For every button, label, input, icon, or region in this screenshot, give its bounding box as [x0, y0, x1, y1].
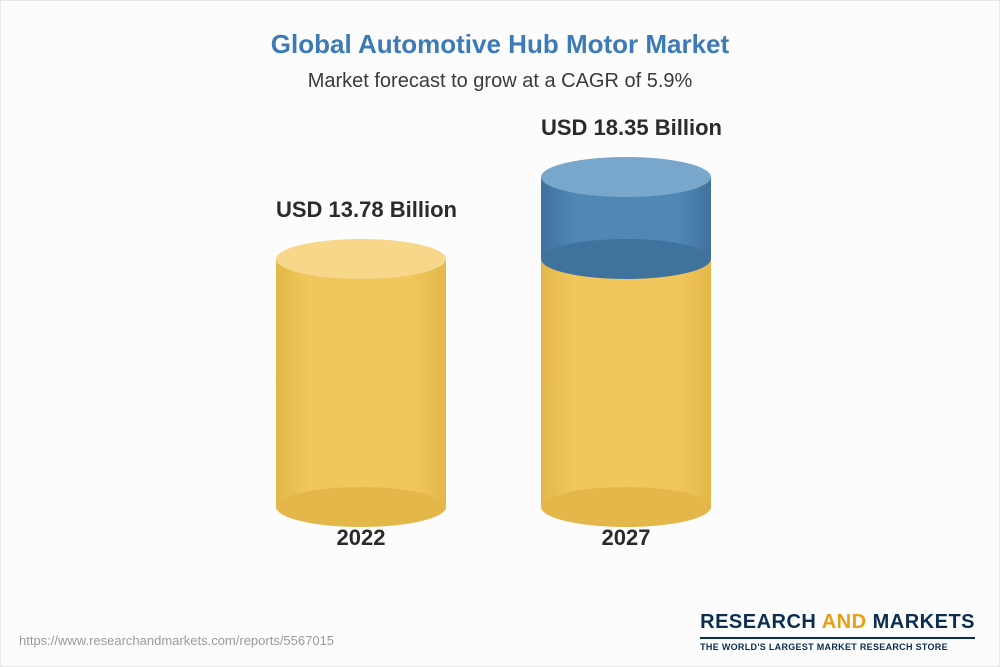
chart-title: Global Automotive Hub Motor Market: [1, 1, 999, 60]
brand-word-1: RESEARCH: [700, 611, 816, 633]
value-label: USD 18.35 Billion: [541, 115, 711, 141]
cylinder-top-ellipse: [276, 239, 446, 279]
cylinder-segment: [276, 259, 446, 507]
brand-tagline: THE WORLD'S LARGEST MARKET RESEARCH STOR…: [700, 637, 975, 652]
value-label: USD 13.78 Billion: [276, 197, 446, 223]
cylinder-2022: USD 13.78 Billion 2022: [276, 197, 446, 551]
brand-word-3: MARKETS: [873, 611, 975, 633]
cylinder-base-ellipse: [541, 239, 711, 279]
brand-logo: RESEARCH AND MARKETS THE WORLD'S LARGEST…: [700, 611, 975, 652]
brand-wordmark: RESEARCH AND MARKETS: [700, 611, 975, 634]
brand-word-2: AND: [822, 611, 867, 633]
source-url: https://www.researchandmarkets.com/repor…: [19, 633, 334, 648]
cylinder-body: [276, 239, 446, 507]
category-label: 2022: [276, 525, 446, 551]
cylinder-top-ellipse: [541, 157, 711, 197]
chart-container: Global Automotive Hub Motor Market Marke…: [0, 0, 1000, 667]
cylinder-base-ellipse: [276, 487, 446, 527]
cylinder-body: [541, 157, 711, 507]
chart-subtitle: Market forecast to grow at a CAGR of 5.9…: [1, 70, 999, 93]
category-label: 2027: [541, 525, 711, 551]
cylinder-chart: USD 13.78 Billion2022USD 18.35 Billion20…: [1, 141, 999, 571]
cylinder-segment: [541, 259, 711, 507]
cylinder-2027: USD 18.35 Billion 2027: [541, 115, 711, 551]
cylinder-base-ellipse: [541, 487, 711, 527]
